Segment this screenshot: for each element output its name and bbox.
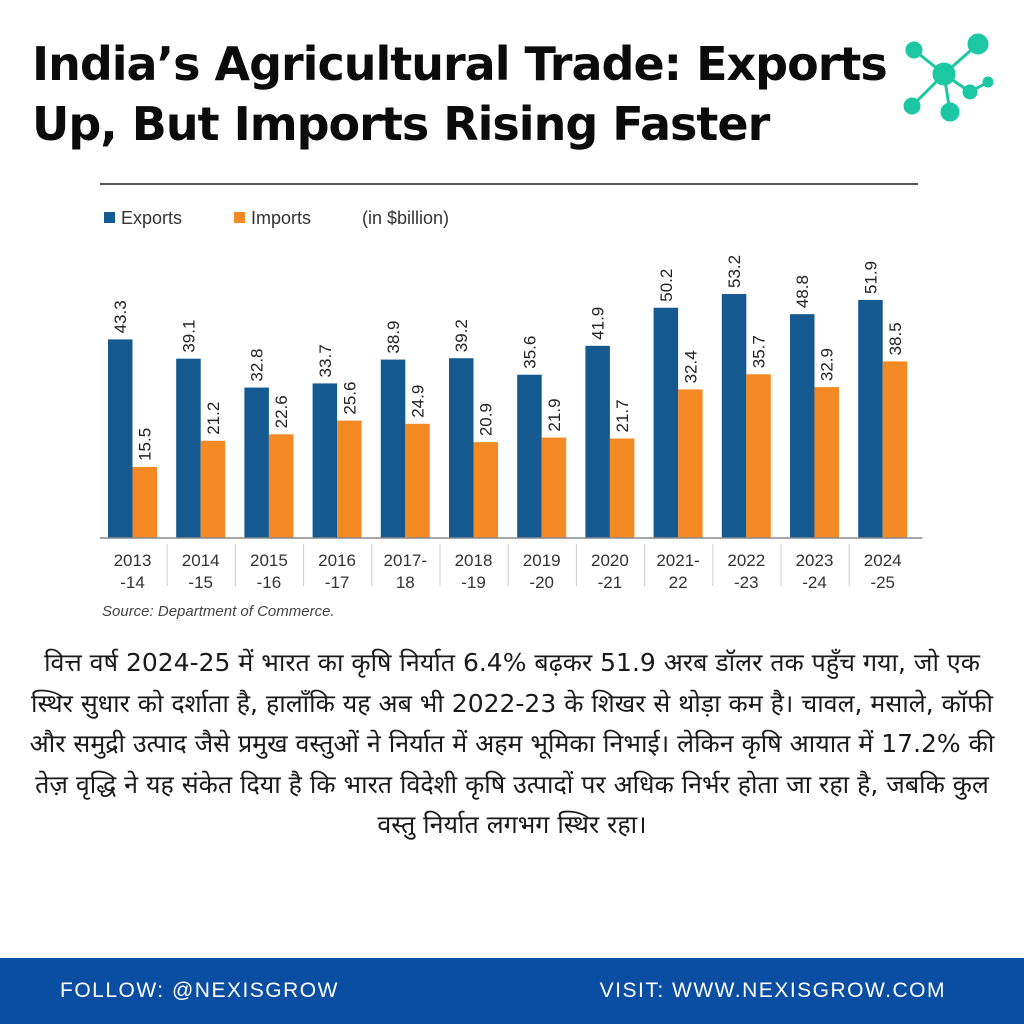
data-label-exports: 39.2	[452, 319, 471, 352]
tick-label: 2014 -15	[182, 551, 220, 592]
data-label-exports: 51.9	[861, 261, 880, 294]
data-label-exports: 38.9	[384, 320, 403, 353]
data-label-exports: 33.7	[316, 344, 335, 377]
bar-exports	[449, 358, 474, 538]
tick-label: 2017-18	[384, 551, 427, 592]
data-label-imports: 24.9	[409, 385, 428, 418]
body-paragraph: वित्त वर्ष 2024-25 में भारत का कृषि निर्…	[29, 648, 995, 839]
data-label-exports: 50.2	[657, 269, 676, 302]
legend-label-exports: Exports	[121, 208, 182, 228]
bar-exports	[108, 339, 133, 538]
title-divider	[100, 183, 918, 185]
bar-imports	[200, 440, 226, 538]
data-label-imports: 35.7	[750, 335, 769, 368]
data-label-exports: 32.8	[248, 348, 267, 381]
bar-imports	[882, 361, 908, 538]
bar-imports	[405, 423, 430, 538]
bar-exports	[176, 358, 201, 538]
footer-bar: FOLLOW: @NEXISGROW VISIT: WWW.NEXISGROW.…	[0, 958, 1024, 1024]
data-label-imports: 21.9	[545, 398, 564, 431]
data-label-exports: 48.8	[793, 275, 812, 308]
bar-imports	[814, 387, 839, 538]
bar-imports	[678, 389, 703, 538]
data-label-imports: 25.6	[340, 381, 359, 414]
bar-imports	[132, 466, 157, 538]
chart-bars: 43.3 39.1 32.8 33.7 38.9 39.2 35.6 41.9 50.2 53.2…	[108, 255, 908, 538]
tick-label: 2024 -25	[864, 551, 902, 592]
data-label-exports: 53.2	[725, 255, 744, 288]
tick-label: 2019 -20	[523, 551, 561, 592]
chart-source: Source: Department of Commerce.	[102, 603, 335, 620]
legend-label-imports: Imports	[251, 208, 311, 228]
tick-label: 2022 -23	[727, 551, 765, 592]
data-label-imports: 21.2	[204, 402, 223, 435]
website-link[interactable]: VISIT: WWW.NEXISGROW.COM	[599, 979, 946, 1002]
bar-imports	[746, 374, 771, 538]
data-label-imports: 32.4	[681, 350, 700, 383]
chart-unit-note: (in $billion)	[362, 208, 449, 228]
legend-swatch-exports	[104, 212, 115, 223]
tick-label: 2013 -14	[114, 551, 152, 592]
bar-imports	[541, 437, 567, 538]
bar-exports	[858, 299, 883, 538]
legend-swatch-imports	[234, 212, 245, 223]
bar-exports	[653, 307, 679, 538]
bar-exports	[721, 294, 747, 538]
network-nodes-icon	[903, 33, 994, 122]
bar-imports	[268, 434, 294, 538]
data-label-exports: 35.6	[520, 336, 539, 369]
bar-imports	[337, 420, 362, 538]
bar-imports	[609, 438, 635, 538]
bar-exports	[312, 383, 338, 538]
bar-exports	[517, 374, 542, 538]
data-label-exports: 43.3	[111, 300, 130, 333]
data-label-imports: 21.7	[613, 399, 632, 432]
page-title: India’s Agricultural Trade: Exports Up, …	[32, 37, 888, 151]
tick-label: 2015 -16	[250, 551, 288, 592]
data-label-imports: 15.5	[136, 428, 155, 461]
data-label-exports: 41.9	[589, 307, 608, 340]
x-axis: 2013 -14 2014 -15 2015 -16 2016 -17 2017-18 2018-…	[100, 537, 923, 620]
data-label-exports: 39.1	[179, 320, 198, 353]
tick-label: 2023 -24	[796, 551, 834, 592]
bar-chart: Exports Imports (in $billion) 43.3 39.1 32.8…	[100, 208, 923, 620]
bar-exports	[244, 387, 269, 538]
data-label-imports: 22.6	[272, 395, 291, 428]
bar-imports	[473, 442, 498, 538]
bar-exports	[585, 345, 610, 538]
tick-label: 2020 -21	[591, 551, 629, 592]
chart-legend: Exports Imports (in $billion)	[104, 208, 449, 228]
bar-exports	[790, 314, 815, 538]
data-label-imports: 20.9	[477, 403, 496, 436]
tick-label: 2018 -19	[455, 551, 493, 592]
follow-handle-link[interactable]: FOLLOW: @NEXISGROW	[60, 979, 339, 1002]
tick-label: 2021-22	[656, 551, 699, 592]
data-label-imports: 38.5	[886, 322, 905, 355]
bar-exports	[380, 359, 406, 538]
data-label-imports: 32.9	[818, 348, 837, 381]
tick-label: 2016 -17	[318, 551, 356, 592]
